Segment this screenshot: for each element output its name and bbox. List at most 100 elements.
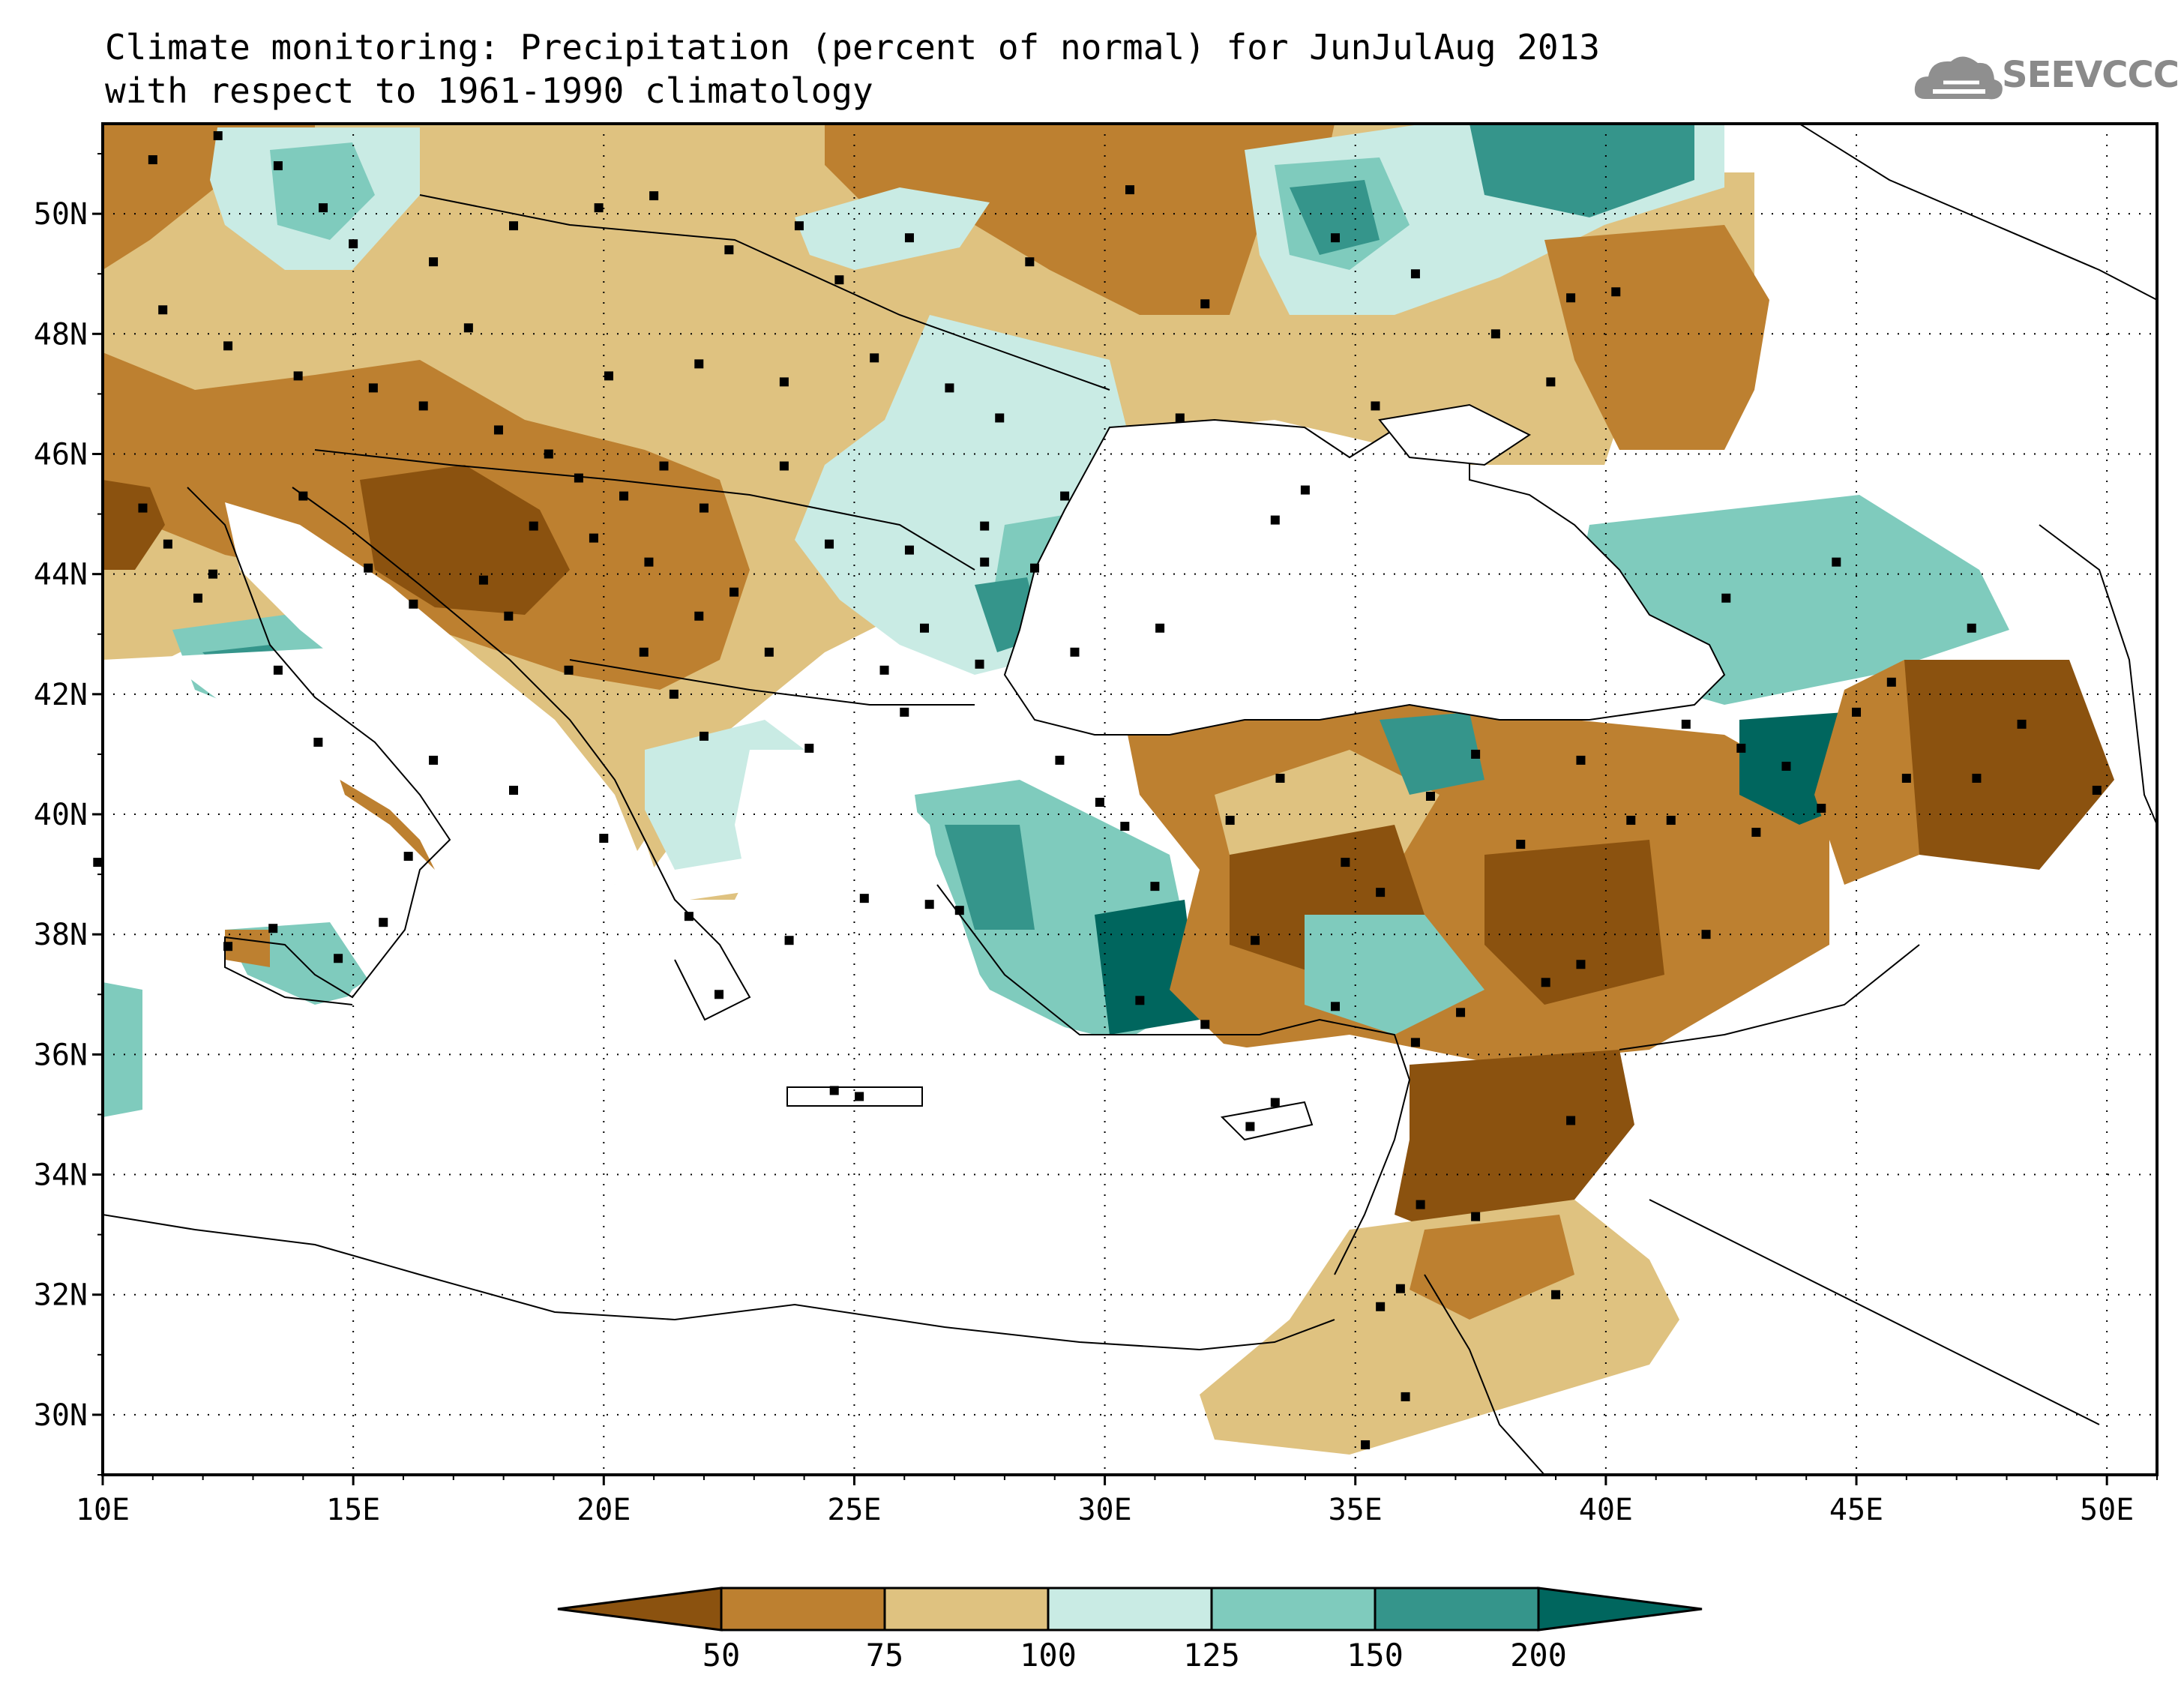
station-marker [544, 449, 553, 459]
x-tick-label: 10E [76, 1493, 130, 1527]
station-marker [1832, 557, 1841, 567]
station-marker [1566, 1116, 1576, 1125]
map-frame [101, 122, 2159, 1476]
border-6 [1424, 1274, 1545, 1475]
aegean-sea [735, 750, 975, 1065]
station-marker [729, 587, 739, 597]
station-marker [298, 491, 308, 501]
station-marker [1135, 996, 1145, 1005]
field-wet-sardinia [103, 982, 142, 1117]
station-marker [1270, 515, 1280, 525]
station-marker [509, 785, 518, 795]
border-5 [1649, 1199, 2100, 1425]
field-wet-central-ukraine [795, 187, 990, 270]
station-marker [879, 665, 889, 675]
colorbar-segment [883, 1587, 1050, 1632]
station-marker [409, 599, 418, 609]
station-marker [669, 689, 679, 699]
station-marker [694, 611, 704, 621]
y-tick-label: 42N [34, 678, 88, 712]
station-marker [1175, 413, 1185, 423]
station-marker [604, 371, 613, 381]
station-marker [1376, 888, 1386, 897]
station-marker [1155, 623, 1165, 633]
station-marker [1341, 858, 1350, 867]
sea-of-azov [1378, 403, 1531, 466]
colorbar-segment [1210, 1587, 1377, 1632]
station-marker [223, 942, 233, 951]
colorbar-label: 50 [703, 1637, 741, 1674]
station-marker [1736, 743, 1746, 753]
logo-text: SEEVCCC [2002, 54, 2180, 96]
mediterranean-sea [103, 645, 1410, 1350]
station-marker [945, 383, 954, 393]
map-title: Climate monitoring: Precipitation (perce… [105, 27, 1600, 67]
station-marker [223, 341, 233, 351]
y-tick-label: 46N [34, 437, 88, 472]
station-marker [1471, 1212, 1481, 1221]
colorbar-label: 125 [1183, 1637, 1240, 1674]
x-tick-label: 20E [577, 1493, 631, 1527]
station-marker [1541, 978, 1550, 987]
station-marker [1516, 840, 1526, 849]
station-marker [659, 461, 669, 471]
station-marker [1425, 791, 1435, 801]
station-marker [975, 659, 984, 669]
station-marker [904, 545, 914, 555]
y-tick-label: 38N [34, 918, 88, 952]
map-grid [103, 124, 2157, 1475]
station-marker [1666, 816, 1676, 826]
station-marker [93, 858, 103, 867]
station-marker [859, 894, 869, 903]
station-marker [138, 503, 148, 513]
station-marker [1060, 491, 1070, 501]
station-marker [1331, 1002, 1340, 1011]
station-marker [1095, 798, 1104, 808]
station-marker [715, 990, 724, 999]
cloud-icon [1914, 56, 2003, 100]
station-marker [1781, 761, 1791, 771]
station-marker [334, 954, 343, 963]
station-marker [1070, 647, 1080, 657]
station-marker [995, 413, 1005, 423]
station-marker [1251, 936, 1260, 945]
x-axis: 10E 15E 20E 25E 30E 35E 40E 45E 50E [76, 1475, 2158, 1527]
station-marker [1681, 719, 1691, 729]
station-marker [213, 131, 223, 141]
x-tick-label: 50E [2080, 1493, 2134, 1527]
station-marker [319, 203, 328, 213]
station-marker [1331, 233, 1340, 243]
field-dry-east-russia [1544, 225, 1769, 450]
station-marker [1401, 1392, 1410, 1401]
field-dry-ukraine [825, 124, 1335, 315]
station-marker [900, 707, 909, 717]
field-very-wet-antalya [1095, 900, 1200, 1035]
station-marker [403, 852, 413, 861]
station-marker [1886, 677, 1896, 687]
station-marker [148, 155, 157, 165]
north-africa-coast [103, 1214, 1335, 1351]
colorbar-max-arrow [1537, 1587, 1703, 1632]
station-marker [2092, 785, 2102, 795]
station-marker [1967, 623, 1976, 633]
station-marker [1025, 257, 1035, 267]
y-tick-label: 34N [34, 1158, 88, 1193]
colorbar: 50 75 100 125 150 200 [557, 1587, 1703, 1674]
y-tick-label: 48N [34, 317, 88, 352]
field-very-wet-west-turkey [945, 825, 1035, 930]
field-dry-jordan [1410, 1215, 1574, 1320]
station-marker [980, 521, 990, 531]
station-marker [293, 371, 303, 381]
station-marker [1395, 1284, 1405, 1293]
border-3 [569, 659, 975, 706]
y-tick-label: 40N [34, 798, 88, 832]
station-marker [699, 731, 709, 741]
field-very-dry-levant [1395, 1050, 1634, 1245]
turkey-south-coast [936, 884, 1411, 1275]
station-marker [1030, 563, 1040, 573]
station-marker [2017, 719, 2027, 729]
x-tick-label: 25E [827, 1493, 881, 1527]
station-marker [368, 383, 378, 393]
crete-outline [786, 1086, 923, 1107]
station-marker [1270, 1098, 1280, 1107]
